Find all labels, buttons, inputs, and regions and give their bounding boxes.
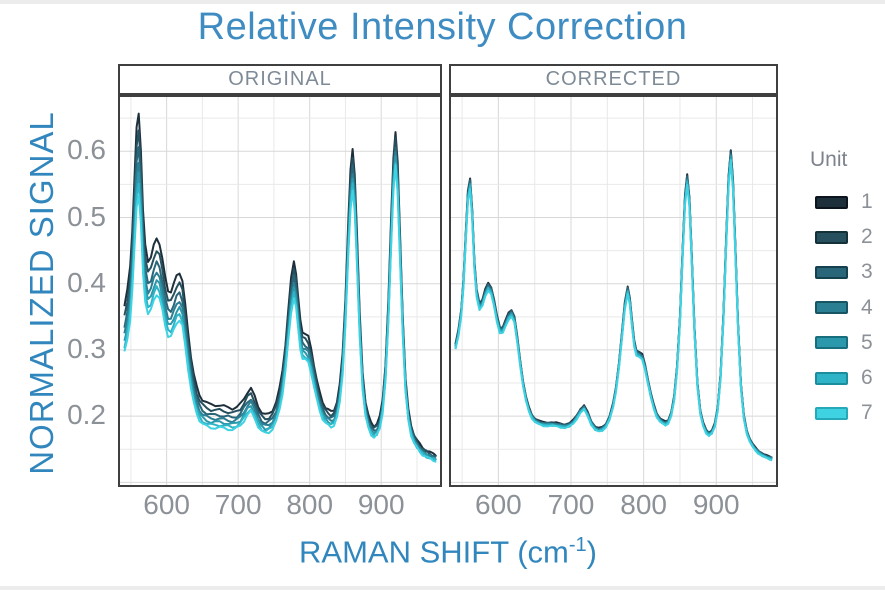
bottom-edge-divider (0, 586, 885, 590)
x-tick-label-original-800: 800 (286, 489, 334, 520)
legend-item-unit-2: 2 (806, 225, 873, 249)
y-tick-label-0.4: 0.4 (67, 266, 106, 298)
legend-label-unit-5: 5 (861, 330, 873, 354)
legend-swatch-unit-6 (815, 371, 848, 385)
y-tick-label-0.3: 0.3 (67, 332, 106, 364)
x-tick-label-corrected-600: 600 (475, 489, 522, 520)
spectrum-line-unit-7 (454, 159, 773, 462)
top-edge-divider (0, 0, 885, 4)
plot-panel-corrected (449, 95, 778, 487)
legend-item-unit-7: 7 (806, 401, 873, 425)
chart-title: Relative Intensity Correction (197, 6, 688, 48)
x-tick-label-corrected-800: 800 (620, 489, 667, 520)
legend-label-unit-4: 4 (861, 295, 873, 319)
facet-strip-corrected-label: CORRECTED (545, 68, 682, 90)
facet-strip-original-label: ORIGINAL (228, 68, 332, 90)
facet-strip-corrected: CORRECTED (449, 64, 778, 95)
legend-swatch-unit-7 (815, 406, 848, 420)
legend-label-unit-6: 6 (861, 366, 873, 389)
x-tick-label-original-900: 900 (357, 489, 405, 520)
x-tick-label-corrected-700: 700 (547, 489, 595, 520)
panel-border (118, 95, 442, 487)
legend-swatch-unit-1 (815, 195, 848, 209)
legend: Unit 1 2 3 4 5 6 7 (806, 148, 884, 424)
legend-item-unit-1: 1 (806, 190, 873, 213)
legend-swatch-unit-2 (815, 230, 848, 244)
x-axis-title-close: ) (586, 534, 597, 570)
spectrum-line-unit-7 (123, 164, 437, 463)
x-axis-title-superscript: -1 (568, 534, 587, 556)
plot-panel-original (118, 95, 442, 487)
legend-swatch-unit-5 (815, 336, 848, 350)
legend-item-unit-3: 3 (806, 260, 873, 284)
legend-label-unit-2: 2 (861, 225, 873, 249)
legend-label-unit-7: 7 (861, 401, 873, 425)
x-tick-label-original-600: 600 (143, 489, 190, 520)
legend-swatch-unit-3 (815, 265, 848, 279)
x-tick-label-original-700: 700 (214, 489, 262, 520)
y-tick-label-0.6: 0.6 (67, 134, 106, 166)
legend-swatch-unit-4 (815, 301, 848, 315)
y-tick-label-0.5: 0.5 (67, 200, 106, 232)
y-tick-label-0.2: 0.2 (67, 399, 106, 431)
legend-item-unit-5: 5 (806, 330, 873, 354)
panel-border (449, 95, 778, 487)
legend-item-unit-6: 6 (806, 366, 873, 389)
x-axis-title: RAMAN SHIFT (cm-1) (118, 534, 778, 570)
legend-title: Unit (810, 148, 848, 171)
facet-strip-original: ORIGINAL (118, 64, 442, 95)
x-tick-label-corrected-900: 900 (692, 489, 740, 520)
legend-item-unit-4: 4 (806, 295, 873, 319)
legend-label-unit-1: 1 (861, 190, 873, 213)
x-axis-title-text: RAMAN SHIFT (cm (299, 534, 569, 570)
legend-label-unit-3: 3 (861, 260, 873, 284)
